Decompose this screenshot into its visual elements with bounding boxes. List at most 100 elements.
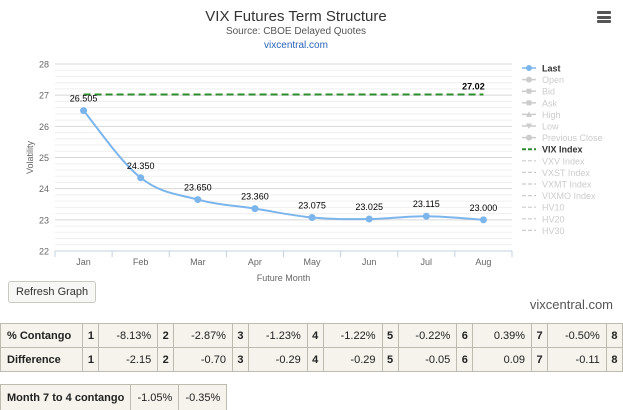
- legend-item[interactable]: Previous Close: [542, 133, 603, 143]
- last-series-data-label: 23.000: [470, 203, 498, 213]
- last-series-point: [422, 212, 430, 220]
- legend-marker-square: [526, 88, 532, 94]
- y-tick-label: 28: [39, 60, 49, 70]
- last-series-point: [80, 107, 88, 115]
- last-series-data-label: 23.115: [413, 199, 440, 209]
- table-cell-value: -8.13%: [98, 323, 159, 348]
- table-cell-value: -0.22%: [397, 323, 458, 348]
- legend-marker-dot: [526, 65, 532, 71]
- month-number: 8: [605, 347, 623, 372]
- row-label: Difference: [0, 347, 84, 372]
- legend-item[interactable]: HV10: [542, 203, 565, 213]
- table-cell-value: -0.29: [322, 347, 383, 372]
- table-cell-value: 0.09: [472, 347, 533, 372]
- site-footer-link[interactable]: vixcentral.com: [529, 297, 613, 312]
- last-series-data-label: 23.025: [355, 202, 383, 212]
- legend-item[interactable]: HV20: [542, 214, 565, 224]
- table-cell-value: -1.22%: [322, 323, 383, 348]
- x-tick-label: Feb: [133, 257, 149, 267]
- y-tick-label: 26: [39, 122, 49, 132]
- last-series-point: [365, 215, 373, 223]
- table-cell-value: -0.50%: [547, 323, 607, 348]
- chart-container: VIX Futures Term Structure Source: CBOE D…: [25, 8, 611, 283]
- chart-subtitle: Source: CBOE Delayed Quotes: [226, 26, 366, 37]
- x-tick-label: May: [304, 257, 322, 267]
- table-row: Difference 1 -2.15 2 -0.70 3 -0.29 4 -0.29 5 -0.05…: [0, 347, 623, 372]
- legend-item[interactable]: VXST Index: [542, 168, 590, 178]
- month-number: 7: [531, 323, 549, 348]
- last-series-point: [194, 196, 202, 204]
- legend-item[interactable]: Bid: [542, 87, 555, 97]
- legend-item[interactable]: VIX Index: [542, 145, 583, 155]
- x-axis-title: Future Month: [257, 273, 311, 283]
- legend-item[interactable]: VXV Index: [542, 156, 585, 166]
- x-tick-label: Jun: [362, 257, 377, 267]
- table-cell-value: -0.70: [173, 347, 233, 372]
- legend-marker-triangle: [526, 111, 532, 117]
- y-tick-label: 22: [39, 247, 49, 257]
- table-cell-value: 0.39%: [472, 323, 533, 348]
- last-series-data-label: 24.350: [127, 161, 155, 171]
- month-number: 2: [157, 347, 175, 372]
- table-cell-value: -0.05: [397, 347, 458, 372]
- month7-value-2: -0.35%: [178, 384, 228, 410]
- month-number: 3: [231, 323, 249, 348]
- legend-item[interactable]: VXMT Index: [542, 180, 592, 190]
- legend-item[interactable]: Low: [542, 122, 559, 132]
- refresh-graph-button[interactable]: Refresh Graph: [8, 281, 97, 303]
- source-link[interactable]: vixcentral.com: [264, 40, 328, 51]
- contango-table: % Contango 1 -8.13% 2 -2.87% 3 -1.23% 4 -1.22% 5-…: [0, 323, 623, 372]
- last-series-data-label: 23.075: [298, 200, 326, 210]
- y-tick-label: 25: [39, 153, 49, 163]
- last-series-point: [137, 174, 145, 182]
- month-number: 6: [456, 347, 474, 372]
- table-row: Month 7 to 4 contango -1.05% -0.35%: [0, 384, 228, 410]
- legend-marker-dot: [526, 134, 532, 141]
- x-tick-label: Apr: [248, 257, 262, 267]
- month-number: 1: [82, 323, 100, 348]
- month7-to-4-table: Month 7 to 4 contango -1.05% -0.35%: [0, 384, 228, 410]
- month-number: 5: [381, 347, 399, 372]
- month-number: 7: [531, 347, 549, 372]
- month7-label: Month 7 to 4 contango: [0, 384, 132, 410]
- month7-value-1: -1.05%: [130, 384, 180, 410]
- month-number: 2: [157, 323, 175, 348]
- legend-item[interactable]: Last: [542, 64, 561, 74]
- month-number: 8: [605, 323, 623, 348]
- hamburger-menu-icon[interactable]: [597, 11, 611, 23]
- table-cell-value: -0.11: [547, 347, 607, 372]
- last-series-data-label: 23.650: [184, 183, 212, 193]
- legend-item[interactable]: Ask: [542, 98, 558, 108]
- x-tick-label: Jul: [421, 257, 433, 267]
- vix-index-data-label: 27.02: [462, 82, 485, 92]
- chart-title: VIX Futures Term Structure: [205, 8, 386, 25]
- y-tick-label: 27: [39, 91, 49, 101]
- table-cell-value: -2.15: [98, 347, 159, 372]
- month-number: 4: [306, 347, 324, 372]
- month-number: 1: [82, 347, 100, 372]
- legend-item[interactable]: Open: [542, 75, 564, 85]
- last-series-point: [251, 205, 259, 213]
- table-cell-value: -0.29: [247, 347, 308, 372]
- x-tick-label: Aug: [475, 257, 491, 267]
- table-cell-value: -2.87%: [173, 323, 233, 348]
- month-number: 6: [456, 323, 474, 348]
- legend-marker-dot: [526, 76, 532, 83]
- month-number: 5: [381, 323, 399, 348]
- month-number: 4: [306, 323, 324, 348]
- legend-marker-square: [526, 100, 532, 106]
- legend-item[interactable]: VIXMO Index: [542, 191, 596, 201]
- row-label: % Contango: [0, 323, 84, 348]
- legend-item[interactable]: High: [542, 110, 561, 120]
- y-tick-label: 24: [39, 184, 49, 194]
- legend-item[interactable]: HV30: [542, 226, 565, 236]
- month-number: 3: [231, 347, 249, 372]
- table-row: % Contango 1 -8.13% 2 -2.87% 3 -1.23% 4 -1.22% 5-…: [0, 323, 623, 348]
- last-series-point: [479, 216, 487, 224]
- legend-marker-triangle: [526, 123, 532, 129]
- table-cell-value: -1.23%: [247, 323, 308, 348]
- y-axis-title: Volatility: [25, 140, 35, 174]
- last-series-point: [308, 213, 316, 221]
- x-tick-label: Jan: [76, 257, 91, 267]
